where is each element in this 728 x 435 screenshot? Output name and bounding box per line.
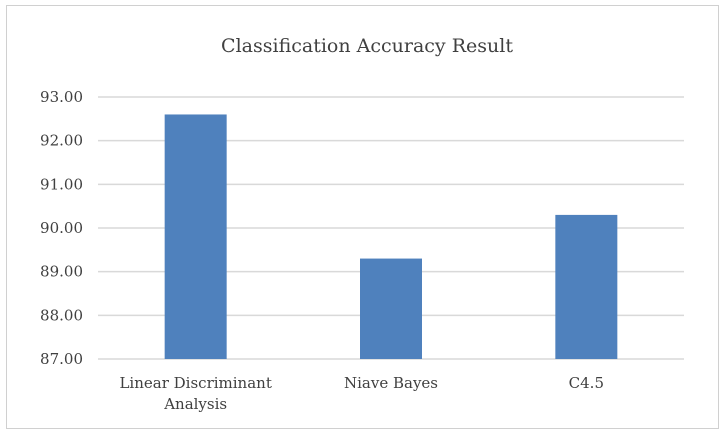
y-axis-ticks: 93.00 92.00 91.00 90.00 89.00 88.00 87.00 [40,88,83,368]
bar [360,258,422,359]
bars [164,114,618,359]
y-tick-label: 91.00 [40,175,83,193]
bar [555,214,618,359]
y-tick-label: 88.00 [40,306,83,324]
x-category-label: C4.5 [569,374,604,392]
y-tick-label: 90.00 [40,219,83,237]
x-category-label: Niave Bayes [344,374,438,392]
x-axis-labels: Linear Discriminant Analysis Niave Bayes C4… [119,374,604,413]
x-category-label: Linear Discriminant Analysis [119,374,271,413]
y-tick-label: 93.00 [40,88,83,106]
y-tick-label: 89.00 [40,263,83,281]
chart-title: Classification Accuracy Result [221,35,513,57]
y-tick-label: 87.00 [40,350,83,368]
bar [164,114,227,359]
y-tick-label: 92.00 [40,132,83,150]
